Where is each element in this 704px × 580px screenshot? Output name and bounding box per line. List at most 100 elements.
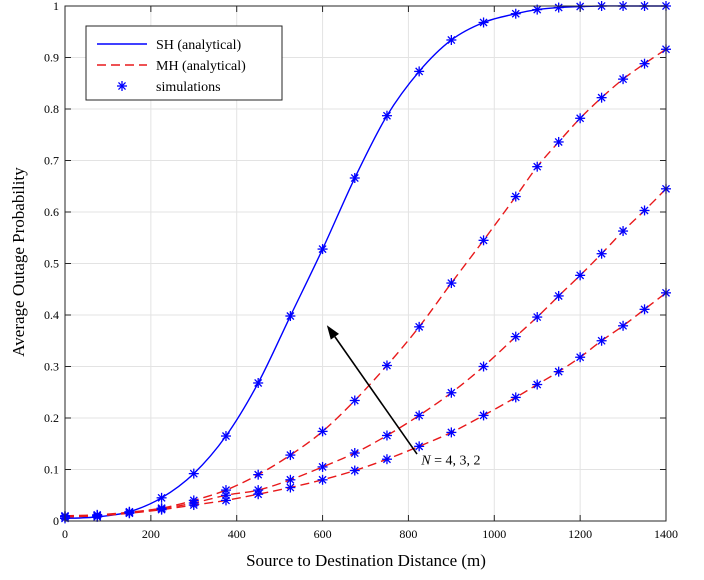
simulation-marker <box>446 34 457 45</box>
tick-labels: 0 200 400 600 800 1000 1200 1400 0 0.1 0.2 0.3 0.4 0.… <box>44 0 678 541</box>
x-axis-label: Source to Destination Distance (m) <box>246 551 486 570</box>
y-tick-label: 0.9 <box>44 51 59 65</box>
simulation-marker <box>317 426 328 437</box>
simulation-marker <box>575 270 586 281</box>
grid <box>64 5 667 522</box>
y-tick-label: 0.2 <box>44 411 59 425</box>
y-tick-label: 0.4 <box>44 308 59 322</box>
y-tick-label: 0.3 <box>44 360 59 374</box>
simulation-marker <box>532 161 543 172</box>
annotation-arrow-head <box>326 325 339 340</box>
series-line-2 <box>64 188 667 518</box>
simulation-marker <box>220 431 231 442</box>
simulation-marker <box>510 8 521 19</box>
simulation-marker <box>618 320 629 331</box>
ticks <box>64 5 667 522</box>
simulation-marker <box>188 500 199 511</box>
simulation-marker <box>596 92 607 103</box>
simulation-marker <box>575 352 586 363</box>
simulation-marker <box>446 278 457 289</box>
simulation-marker <box>618 226 629 237</box>
y-tick-label: 0.5 <box>44 257 59 271</box>
x-tick-label: 600 <box>314 527 332 541</box>
y-tick-label: 0.8 <box>44 102 59 116</box>
simulation-marker <box>553 290 564 301</box>
legend-label-sh: SH (analytical) <box>156 38 241 53</box>
series-line-1 <box>64 48 667 517</box>
simulation-marker <box>381 430 392 441</box>
x-tick-label: 1200 <box>568 527 592 541</box>
simulation-marker <box>596 248 607 259</box>
simulation-marker <box>349 465 360 476</box>
simulation-marker <box>510 191 521 202</box>
simulation-marker <box>446 427 457 438</box>
simulation-marker <box>532 379 543 390</box>
simulation-marker <box>414 441 425 452</box>
annotation: N = 4, 3, 2 <box>326 325 481 468</box>
simulation-marker <box>639 58 650 69</box>
simulation-marker <box>446 387 457 398</box>
simulation-marker <box>639 304 650 315</box>
y-axis-label: Average Outage Probability <box>9 167 28 357</box>
simulation-marker <box>349 173 360 184</box>
legend-label-simulations: simulations <box>156 80 221 95</box>
simulation-marker <box>285 311 296 322</box>
legend-label-mh: MH (analytical) <box>156 59 246 74</box>
simulation-marker <box>92 510 103 521</box>
simulation-marker <box>317 474 328 485</box>
x-tick-label: 200 <box>142 527 160 541</box>
simulation-marker <box>596 335 607 346</box>
simulation-marker <box>414 410 425 421</box>
y-tick-label: 0.1 <box>44 463 59 477</box>
legend: SH (analytical) MH (analytical) simulati… <box>85 25 283 101</box>
simulation-marker <box>478 361 489 372</box>
simulation-marker <box>414 321 425 332</box>
simulation-marker <box>575 113 586 124</box>
x-tick-label: 0 <box>62 527 68 541</box>
simulation-marker <box>381 454 392 465</box>
simulation-marker <box>510 392 521 403</box>
y-tick-label: 0.6 <box>44 205 59 219</box>
annotation-label: N = 4, 3, 2 <box>420 453 480 468</box>
annotation-arrow <box>334 336 418 455</box>
simulation-marker <box>220 495 231 506</box>
simulation-marker <box>510 331 521 342</box>
simulation-marker <box>532 312 543 323</box>
simulation-marker <box>285 450 296 461</box>
simulation-marker <box>253 377 264 388</box>
x-tick-label: 1000 <box>482 527 506 541</box>
simulation-marker <box>381 110 392 121</box>
legend-marker-star <box>117 81 127 91</box>
annotation-rest-part: = 4, 3, 2 <box>431 453 481 468</box>
x-tick-label: 800 <box>399 527 417 541</box>
simulation-marker <box>285 482 296 493</box>
simulation-marker <box>188 468 199 479</box>
annotation-italic-part: N <box>420 453 431 468</box>
simulation-marker <box>478 410 489 421</box>
simulation-marker <box>349 395 360 406</box>
x-tick-label: 400 <box>228 527 246 541</box>
y-tick-label: 0.7 <box>44 154 59 168</box>
simulation-marker <box>553 136 564 147</box>
simulation-marker <box>381 360 392 371</box>
simulation-marker <box>317 244 328 255</box>
simulation-marker <box>349 448 360 459</box>
x-tick-label: 1400 <box>654 527 678 541</box>
simulation-marker <box>553 2 564 13</box>
series-line-3 <box>64 292 667 518</box>
simulation-marker <box>618 74 629 85</box>
simulation-marker <box>478 235 489 246</box>
simulation-marker <box>478 17 489 28</box>
simulation-marker <box>317 461 328 472</box>
simulation-marker <box>553 366 564 377</box>
y-tick-label: 1 <box>53 0 59 13</box>
simulation-marker <box>156 504 167 515</box>
simulation-marker <box>156 492 167 503</box>
legend-box <box>85 25 283 101</box>
simulation-marker <box>414 66 425 77</box>
simulation-marker <box>124 508 135 519</box>
legend-swatch-simulations <box>117 81 127 91</box>
y-tick-label: 0 <box>53 514 59 528</box>
simulation-marker <box>253 489 264 500</box>
